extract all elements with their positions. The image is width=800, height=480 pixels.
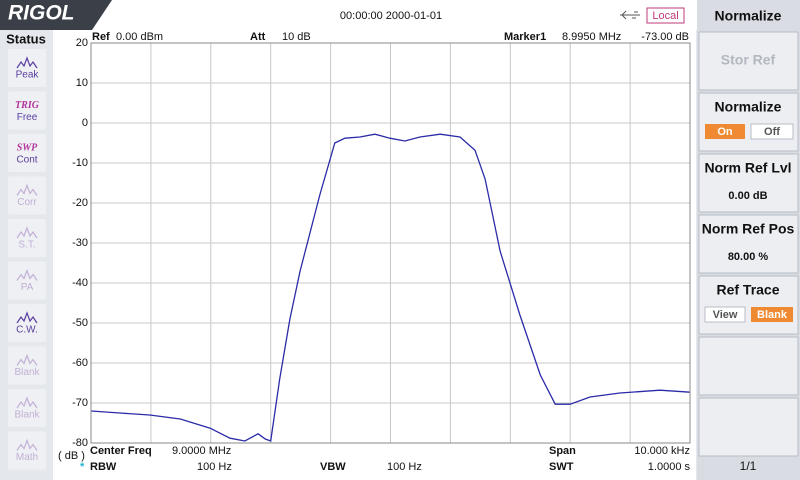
y-tick-label: -80 — [72, 437, 88, 449]
trace — [90, 133, 691, 442]
status-item-label: PA — [21, 282, 34, 293]
plot: 20 10 0 -10 -20 -30 -40 -50 -60 -70 -80 — [72, 37, 691, 449]
norm-ref-pos: Norm Ref Pos — [702, 221, 795, 237]
status-item-label: Math — [16, 452, 38, 463]
norm-ref-lvl-value: 0.00 dB — [728, 190, 767, 202]
plot-frame — [90, 42, 691, 444]
y-tick-label: -50 — [72, 317, 88, 329]
status-item — [8, 176, 46, 215]
y-tick-label: -20 — [72, 197, 88, 209]
on-label: On — [717, 126, 733, 138]
datetime: 00:00:00 2000-01-01 — [340, 10, 442, 22]
norm-ref-pos-value: 80.00 % — [728, 251, 769, 263]
att-value: 10 dB — [282, 31, 311, 43]
vbw-label: VBW — [320, 461, 346, 473]
center-value: 9.0000 MHz — [172, 445, 231, 457]
status-item-tag: TRIG — [15, 100, 40, 111]
status-icon — [16, 311, 38, 324]
status-item — [8, 389, 46, 427]
status-item-label: Blank — [14, 367, 40, 378]
marker-label: Marker1 — [504, 31, 546, 43]
status-icon — [16, 353, 38, 366]
status-item — [8, 431, 46, 470]
norm-ref-pos-button[interactable] — [698, 214, 799, 274]
status-item-label: Free — [17, 112, 38, 123]
y-tick-label: -60 — [72, 357, 88, 369]
status-item — [8, 261, 46, 300]
y-tick-label: -70 — [72, 397, 88, 409]
status-item-label: Blank — [14, 410, 40, 421]
norm-ref-lvl-button[interactable] — [698, 153, 799, 213]
menu-page: 1/1 — [740, 459, 757, 473]
on-option[interactable] — [705, 124, 745, 139]
status-icon — [16, 268, 38, 281]
status-icon — [16, 226, 38, 239]
status-item — [8, 91, 46, 130]
vbw-value: 100 Hz — [387, 461, 422, 473]
status-item-tag: SWP — [17, 142, 38, 153]
status-item-label: Corr — [17, 197, 37, 208]
rbw-flag: * — [80, 461, 85, 473]
unit: ( dB ) — [58, 450, 85, 462]
remote-box — [646, 7, 685, 24]
status-icon — [16, 56, 38, 69]
normalize-button[interactable] — [698, 92, 799, 152]
status-item — [8, 134, 46, 172]
view-option[interactable] — [704, 306, 746, 323]
off-label: Off — [764, 126, 780, 138]
status-item — [8, 219, 46, 257]
ref-trace: Ref Trace — [716, 282, 779, 298]
remote-status: Local — [652, 10, 678, 22]
status-item-label: C.W. — [16, 325, 38, 336]
y-tick-label: -40 — [72, 277, 88, 289]
span-label: Span — [549, 445, 576, 457]
ref-value: 0.00 dBm — [116, 31, 163, 43]
usb-icon — [620, 10, 640, 20]
menu-title: Normalize — [715, 8, 782, 24]
normalize: Normalize — [715, 99, 782, 115]
logo: RIGOL — [8, 2, 75, 25]
blank-label: Blank — [757, 309, 788, 321]
top-bar — [0, 0, 697, 30]
y-tick-label: 0 — [82, 117, 88, 129]
status-item — [8, 49, 46, 87]
span-value: 10.000 kHz — [634, 445, 690, 457]
blank-option[interactable] — [751, 307, 793, 322]
status-item — [8, 346, 46, 385]
y-tick-label: -10 — [72, 157, 88, 169]
y-tick-label: -30 — [72, 237, 88, 249]
y-tick-label: 10 — [76, 77, 88, 89]
status-icon — [16, 183, 38, 196]
marker-level: -73.00 dB — [641, 31, 689, 43]
swt-value: 1.0000 s — [648, 461, 691, 473]
marker-freq: 8.9950 MHz — [562, 31, 621, 43]
stor-ref: Stor Ref — [721, 52, 776, 68]
y-tick-label: 20 — [76, 37, 88, 49]
view-label: View — [713, 309, 738, 321]
ref-label: Ref — [92, 31, 110, 43]
off-option[interactable] — [750, 123, 794, 140]
rbw-value: 100 Hz — [197, 461, 232, 473]
swt-label: SWT — [549, 461, 574, 473]
ref-trace-button[interactable] — [698, 275, 799, 335]
status-item-label: Peak — [16, 70, 40, 81]
center-label: Center Freq — [90, 445, 152, 457]
logo-box — [0, 0, 112, 30]
stor-ref-button[interactable] — [698, 31, 799, 91]
plot-panel — [53, 30, 696, 480]
rbw-label: RBW — [90, 461, 117, 473]
status-item-label: Cont — [16, 155, 37, 166]
empty-button[interactable] — [698, 397, 799, 457]
status-item — [8, 304, 46, 342]
status-item-label: S.T. — [18, 240, 35, 251]
status-icon — [16, 396, 38, 409]
norm-ref-lvl: Norm Ref Lvl — [704, 160, 791, 176]
status-icon — [16, 438, 38, 451]
att-label: Att — [250, 31, 266, 43]
status-title: Status — [6, 31, 46, 46]
empty-button[interactable] — [698, 336, 799, 396]
